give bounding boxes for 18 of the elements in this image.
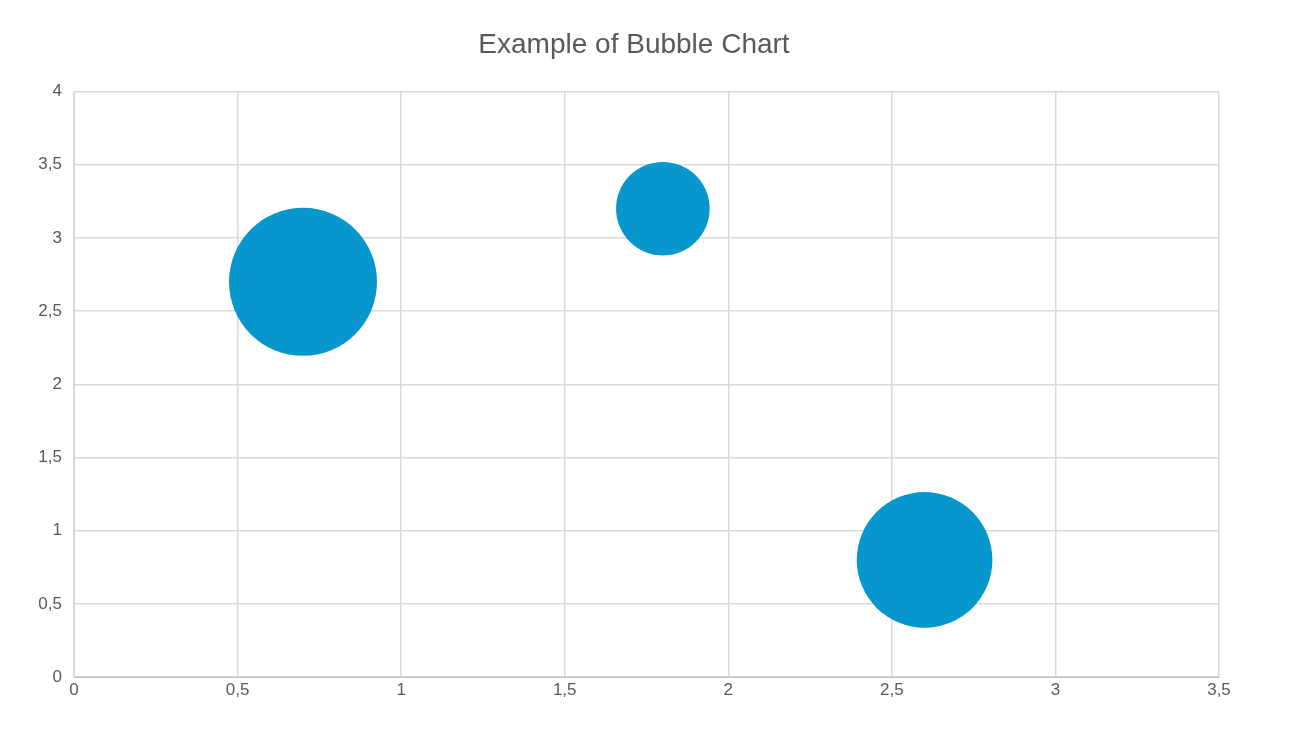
x-tick-label: 2: [723, 679, 734, 699]
y-tick-label: 2: [52, 373, 62, 393]
y-tick-label: 1,5: [38, 447, 62, 467]
y-tick-label: 3: [52, 227, 62, 247]
x-tick-label: 0,5: [225, 679, 250, 699]
y-tick-label: 4: [52, 81, 62, 101]
x-tick-label: 3: [1050, 679, 1061, 699]
y-tick-label: 0: [52, 666, 62, 686]
x-tick-label: 0: [69, 679, 79, 699]
y-tick-label: 2,5: [38, 300, 62, 320]
x-tick-label: 2,5: [880, 679, 904, 699]
x-tick-label: 1: [396, 679, 406, 699]
y-tick-label: 1: [52, 520, 62, 540]
chart-title: Example of Bubble Chart: [478, 27, 790, 59]
x-tick-label: 1,5: [552, 679, 577, 699]
x-tick-label: 3,5: [1207, 679, 1231, 699]
y-tick-label: 3,5: [38, 154, 62, 174]
y-tick-label: 0,5: [38, 593, 62, 613]
